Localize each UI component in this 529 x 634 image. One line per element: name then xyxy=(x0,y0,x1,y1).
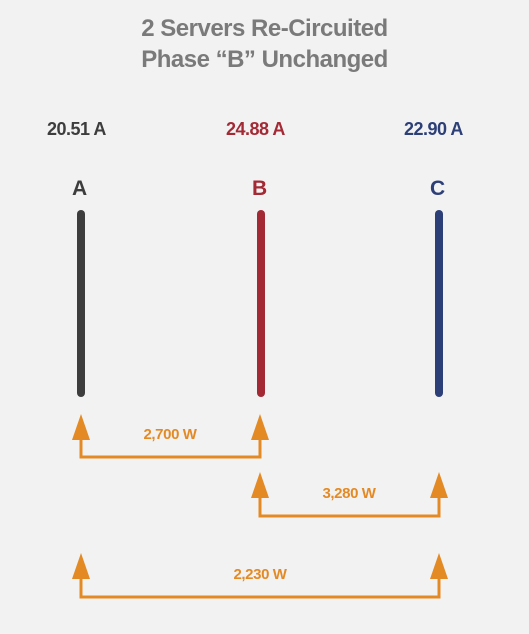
title-line-2: Phase “B” Unchanged xyxy=(141,46,388,73)
transfer-arrow-a-b xyxy=(72,414,269,459)
phase-a-bar xyxy=(77,210,85,397)
transfer-b-c-watts: 3,280 W xyxy=(322,485,376,502)
transfer-arrow-a-c xyxy=(72,553,448,599)
phase-b-current: 24.88 A xyxy=(226,119,285,139)
transfer-a-c-watts: 2,230 W xyxy=(233,566,287,583)
phase-a-current: 20.51 A xyxy=(47,119,106,139)
phase-c-current: 22.90 A xyxy=(404,119,463,139)
title-line-1: 2 Servers Re-Circuited xyxy=(141,15,388,42)
phase-b-bar xyxy=(257,210,265,397)
transfer-arrow-b-c xyxy=(251,472,448,518)
phase-c-bar xyxy=(435,210,443,397)
phase-c-label: C xyxy=(430,177,446,200)
phase-b-label: B xyxy=(252,177,268,200)
phase-a-label: A xyxy=(72,177,88,200)
transfer-a-b-watts: 2,700 W xyxy=(143,426,197,443)
